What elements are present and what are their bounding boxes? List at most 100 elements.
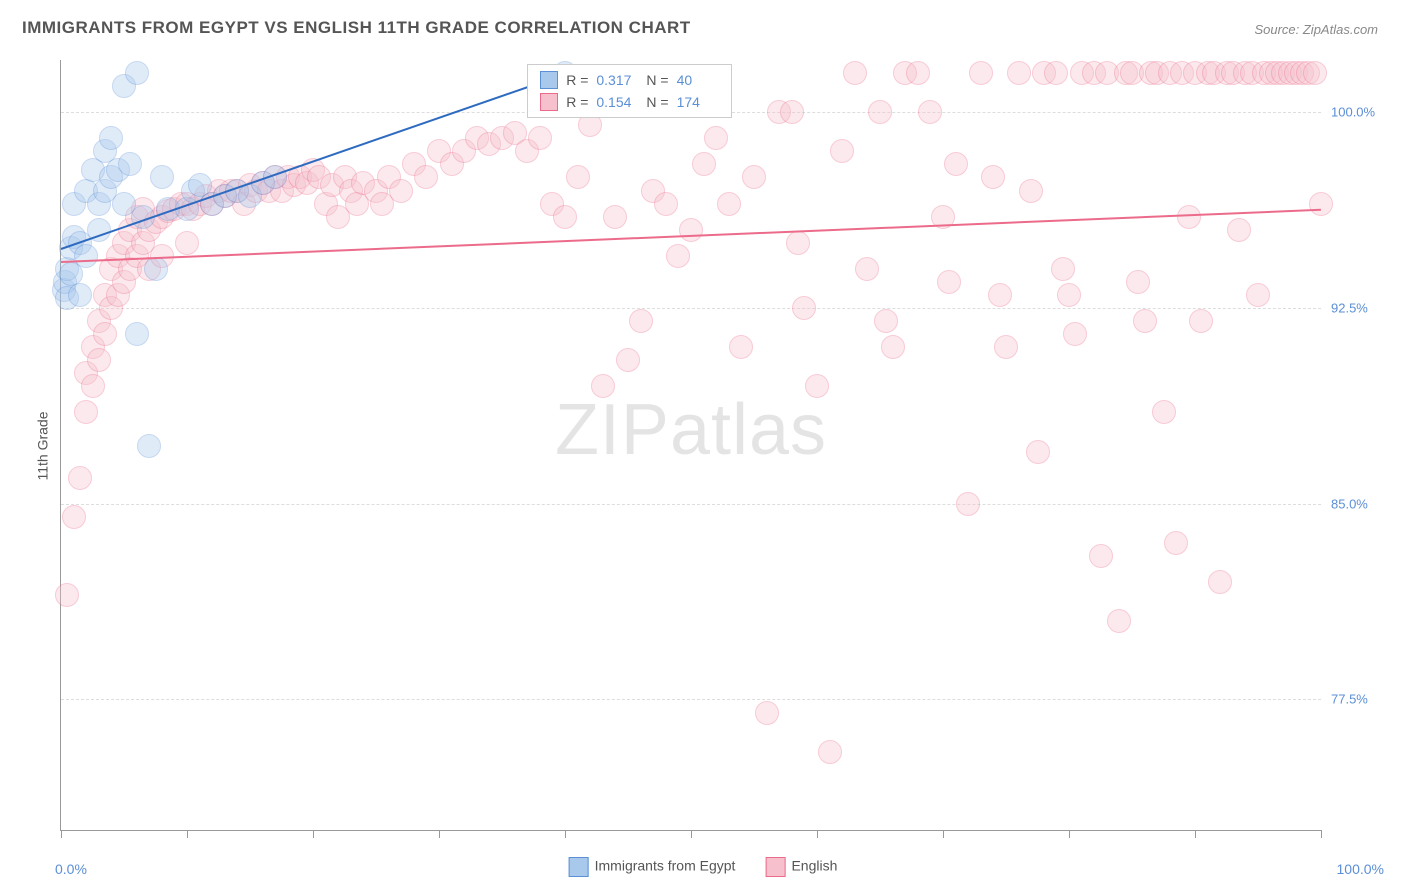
x-tick — [439, 830, 440, 838]
stats-row: R = 0.154 N = 174 — [528, 91, 730, 113]
scatter-point — [1164, 531, 1188, 555]
x-tick — [817, 830, 818, 838]
scatter-point — [944, 152, 968, 176]
scatter-point — [729, 335, 753, 359]
stat-n-label: N = — [646, 94, 668, 110]
scatter-point — [704, 126, 728, 150]
scatter-point — [918, 100, 942, 124]
scatter-point — [937, 270, 961, 294]
scatter-point — [881, 335, 905, 359]
scatter-point — [118, 152, 142, 176]
scatter-point — [81, 374, 105, 398]
x-tick — [1195, 830, 1196, 838]
x-tick — [565, 830, 566, 838]
x-tick — [943, 830, 944, 838]
x-tick — [313, 830, 314, 838]
scatter-point — [969, 61, 993, 85]
y-tick-label: 85.0% — [1331, 496, 1391, 511]
scatter-point — [144, 257, 168, 281]
scatter-point — [717, 192, 741, 216]
scatter-point — [553, 205, 577, 229]
scatter-point — [692, 152, 716, 176]
scatter-point — [74, 244, 98, 268]
scatter-point — [1189, 309, 1213, 333]
stats-box: R = 0.317 N = 40 R = 0.154 N = 174 — [527, 64, 731, 118]
stat-n-value: 174 — [677, 94, 719, 110]
gridline — [61, 699, 1321, 700]
stat-n-value: 40 — [677, 72, 719, 88]
chart-container: IMMIGRANTS FROM EGYPT VS ENGLISH 11TH GR… — [0, 0, 1406, 892]
scatter-point — [528, 126, 552, 150]
scatter-point — [1007, 61, 1031, 85]
gridline — [61, 308, 1321, 309]
scatter-point — [1309, 192, 1333, 216]
scatter-point — [616, 348, 640, 372]
scatter-point — [566, 165, 590, 189]
scatter-point — [666, 244, 690, 268]
y-tick-label: 77.5% — [1331, 692, 1391, 707]
scatter-point — [125, 61, 149, 85]
scatter-point — [389, 179, 413, 203]
scatter-point — [792, 296, 816, 320]
scatter-point — [1246, 283, 1270, 307]
legend-label: English — [791, 858, 837, 874]
scatter-point — [74, 400, 98, 424]
y-tick-label: 92.5% — [1331, 300, 1391, 315]
legend-label: Immigrants from Egypt — [595, 858, 736, 874]
legend-item: Immigrants from Egypt — [569, 857, 736, 877]
scatter-point — [1107, 609, 1131, 633]
scatter-point — [1019, 179, 1043, 203]
scatter-point — [906, 61, 930, 85]
scatter-point — [786, 231, 810, 255]
scatter-point — [855, 257, 879, 281]
scatter-point — [125, 322, 149, 346]
scatter-point — [68, 283, 92, 307]
scatter-point — [988, 283, 1012, 307]
stat-r-value: 0.317 — [596, 72, 638, 88]
legend-item: English — [765, 857, 837, 877]
scatter-point — [679, 218, 703, 242]
x-axis-max-label: 100.0% — [1337, 861, 1384, 877]
gridline — [61, 504, 1321, 505]
watermark: ZIPatlas — [555, 389, 827, 471]
scatter-point — [1026, 440, 1050, 464]
plot-area: ZIPatlas 77.5%85.0%92.5%100.0%R =0.317N … — [60, 60, 1321, 831]
scatter-point — [1208, 570, 1232, 594]
x-axis-min-label: 0.0% — [55, 861, 87, 877]
scatter-point — [1303, 61, 1327, 85]
scatter-point — [175, 231, 199, 255]
legend-swatch-icon — [540, 71, 558, 89]
scatter-point — [1133, 309, 1157, 333]
scatter-point — [55, 583, 79, 607]
scatter-point — [755, 701, 779, 725]
stat-n-label: N = — [646, 72, 668, 88]
x-tick — [1069, 830, 1070, 838]
stat-r-value: 0.154 — [596, 94, 638, 110]
scatter-point — [830, 139, 854, 163]
scatter-point — [1227, 218, 1251, 242]
legend: Immigrants from Egypt English — [569, 857, 838, 877]
scatter-point — [994, 335, 1018, 359]
y-tick-label: 100.0% — [1331, 105, 1391, 120]
scatter-point — [981, 165, 1005, 189]
x-tick — [61, 830, 62, 838]
scatter-point — [1063, 322, 1087, 346]
scatter-point — [93, 322, 117, 346]
scatter-point — [874, 309, 898, 333]
scatter-point — [629, 309, 653, 333]
x-tick — [1321, 830, 1322, 838]
legend-swatch-icon — [765, 857, 785, 877]
stats-row: R = 0.317 N = 40 — [528, 69, 730, 91]
scatter-point — [99, 126, 123, 150]
stat-r-label: R = — [566, 94, 588, 110]
stat-r-label: R = — [566, 72, 588, 88]
scatter-point — [1057, 283, 1081, 307]
scatter-point — [62, 505, 86, 529]
y-axis-label: 11th Grade — [35, 411, 51, 480]
scatter-point — [137, 434, 161, 458]
scatter-point — [742, 165, 766, 189]
scatter-point — [87, 348, 111, 372]
scatter-point — [1089, 544, 1113, 568]
chart-source: Source: ZipAtlas.com — [1254, 22, 1378, 37]
scatter-point — [868, 100, 892, 124]
